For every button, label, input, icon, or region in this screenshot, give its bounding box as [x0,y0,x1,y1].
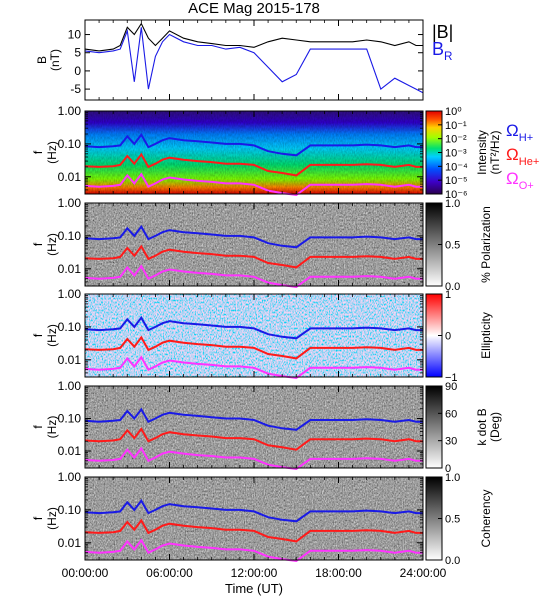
y-tick-label: 10 [68,28,82,42]
colorbar-tick-label: 1.0 [445,198,460,210]
colorbar-tick-label: 10⁻² [445,134,467,146]
y-tick-label: 0.10 [58,320,82,334]
line-omega-o [84,264,423,289]
y-axis-label: f [31,425,45,429]
y-axis-unit: (Hz) [45,233,59,256]
line-omega-he [84,244,423,269]
x-tick-label: 24:00:00 [400,566,447,580]
y-tick-label: -5 [70,82,81,96]
y-tick-label: 0.10 [58,229,82,243]
y-tick-label: 0.01 [58,536,82,550]
chart-title: ACE Mag 2015-178 [188,0,320,17]
colorbar-unit: (Deg) [488,412,502,442]
y-axis-unit: (Hz) [45,141,59,164]
x-tick-label: 12:00:00 [231,566,278,580]
y-tick-label: 0 [74,64,81,78]
x-tick-label: 00:00:00 [62,566,109,580]
colorbar-tick-label: −1 [445,372,458,384]
y-axis-unit: (Hz) [45,507,59,530]
line-omega-o [84,446,423,471]
spectrogram-texture [85,477,423,560]
legend-br: BR [432,39,452,63]
line-omega-he [84,152,423,177]
colorbar-tick-label: 0.0 [445,281,460,293]
spectrogram-texture [85,203,423,286]
colorbar-tick-label: 1 [445,289,451,301]
colorbar-tick-label: 1.0 [445,472,460,484]
colorbar-tick-label: 10⁻⁵ [445,175,468,187]
colorbar-tick-label: 0.5 [445,240,460,252]
line-omega-h [84,498,423,523]
colorbar-label: Coherency [479,489,493,547]
y-tick-label: 0.01 [58,262,82,276]
colorbar-tick-label: 10⁰ [445,106,462,118]
line-omega-he [84,335,423,360]
line-omega-h [84,315,423,340]
colorbar-label: % Polarization [479,206,493,283]
x-axis-label: Time (UT) [225,581,283,596]
colorbar [425,385,443,469]
y-tick-label: 5 [74,46,81,60]
colorbar-tick-label: 60 [445,408,457,420]
colorbar-tick-label: 0.5 [445,514,460,526]
colorbar-tick-label: 10⁻³ [445,148,467,160]
y-tick-label: 1.00 [58,196,82,210]
line-omega-h [84,132,423,157]
colorbar-tick-label: 30 [445,436,457,448]
legend-omega-he: ΩHe+ [506,145,539,168]
colorbar-label: k dot B [475,408,489,445]
y-axis-unit: (Hz) [45,324,59,347]
line-omega-o [84,538,423,563]
colorbar-tick-label: 90 [445,381,457,393]
y-tick-label: 0.10 [58,503,82,517]
spectrogram-texture [85,386,423,468]
y-axis-label: f [31,333,45,337]
y-axis-label: f [31,150,45,154]
colorbar-unit: (nT²/Hz) [488,131,502,175]
y-axis-unit: (Hz) [45,416,59,439]
legend-omega-o: ΩO+ [506,169,534,192]
y-axis-label: f [31,242,45,246]
y-tick-label: 0.10 [58,412,82,426]
spectrogram-texture [85,294,423,377]
colorbar-tick-label: 10⁻⁶ [445,189,468,201]
legend-b-magnitude: |B| [432,22,453,42]
colorbar-tick-label: 10⁻⁴ [445,161,468,173]
series-b-magnitude [84,22,423,52]
line-omega-o [84,355,423,380]
colorbar-tick-label: 0 [445,463,451,475]
y-tick-label: 1.00 [58,104,82,118]
x-tick-label: 18:00:00 [315,566,362,580]
colorbar-label: Intensity [475,130,489,175]
y-tick-label: 0.10 [58,137,82,151]
line-omega-he [84,518,423,543]
legend-omega-h: ΩH+ [506,121,533,144]
colorbar-tick-label: 0 [445,331,451,343]
series-br [84,27,424,94]
line-omega-h [84,224,423,249]
x-tick-label: 06:00:00 [146,566,193,580]
y-tick-label: 1.00 [58,379,82,393]
colorbar-tick-label: 10⁻¹ [445,120,467,132]
line-omega-he [84,427,423,451]
line-omega-h [84,407,423,431]
colorbar-label: Ellipticity [479,312,493,359]
y-axis-label: f [31,516,45,520]
colorbar-tick-label: 0.0 [445,555,460,567]
y-tick-label: 1.00 [58,470,82,484]
y-tick-label: 0.01 [58,170,82,184]
y-tick-label: 0.01 [58,444,82,458]
line-omega-o [84,172,423,197]
spectrogram-texture [85,111,423,194]
y-tick-label: 1.00 [58,287,82,301]
y-axis-label: B [35,56,49,64]
y-tick-label: 0.01 [58,353,82,367]
y-axis-unit: (nT) [48,49,62,71]
